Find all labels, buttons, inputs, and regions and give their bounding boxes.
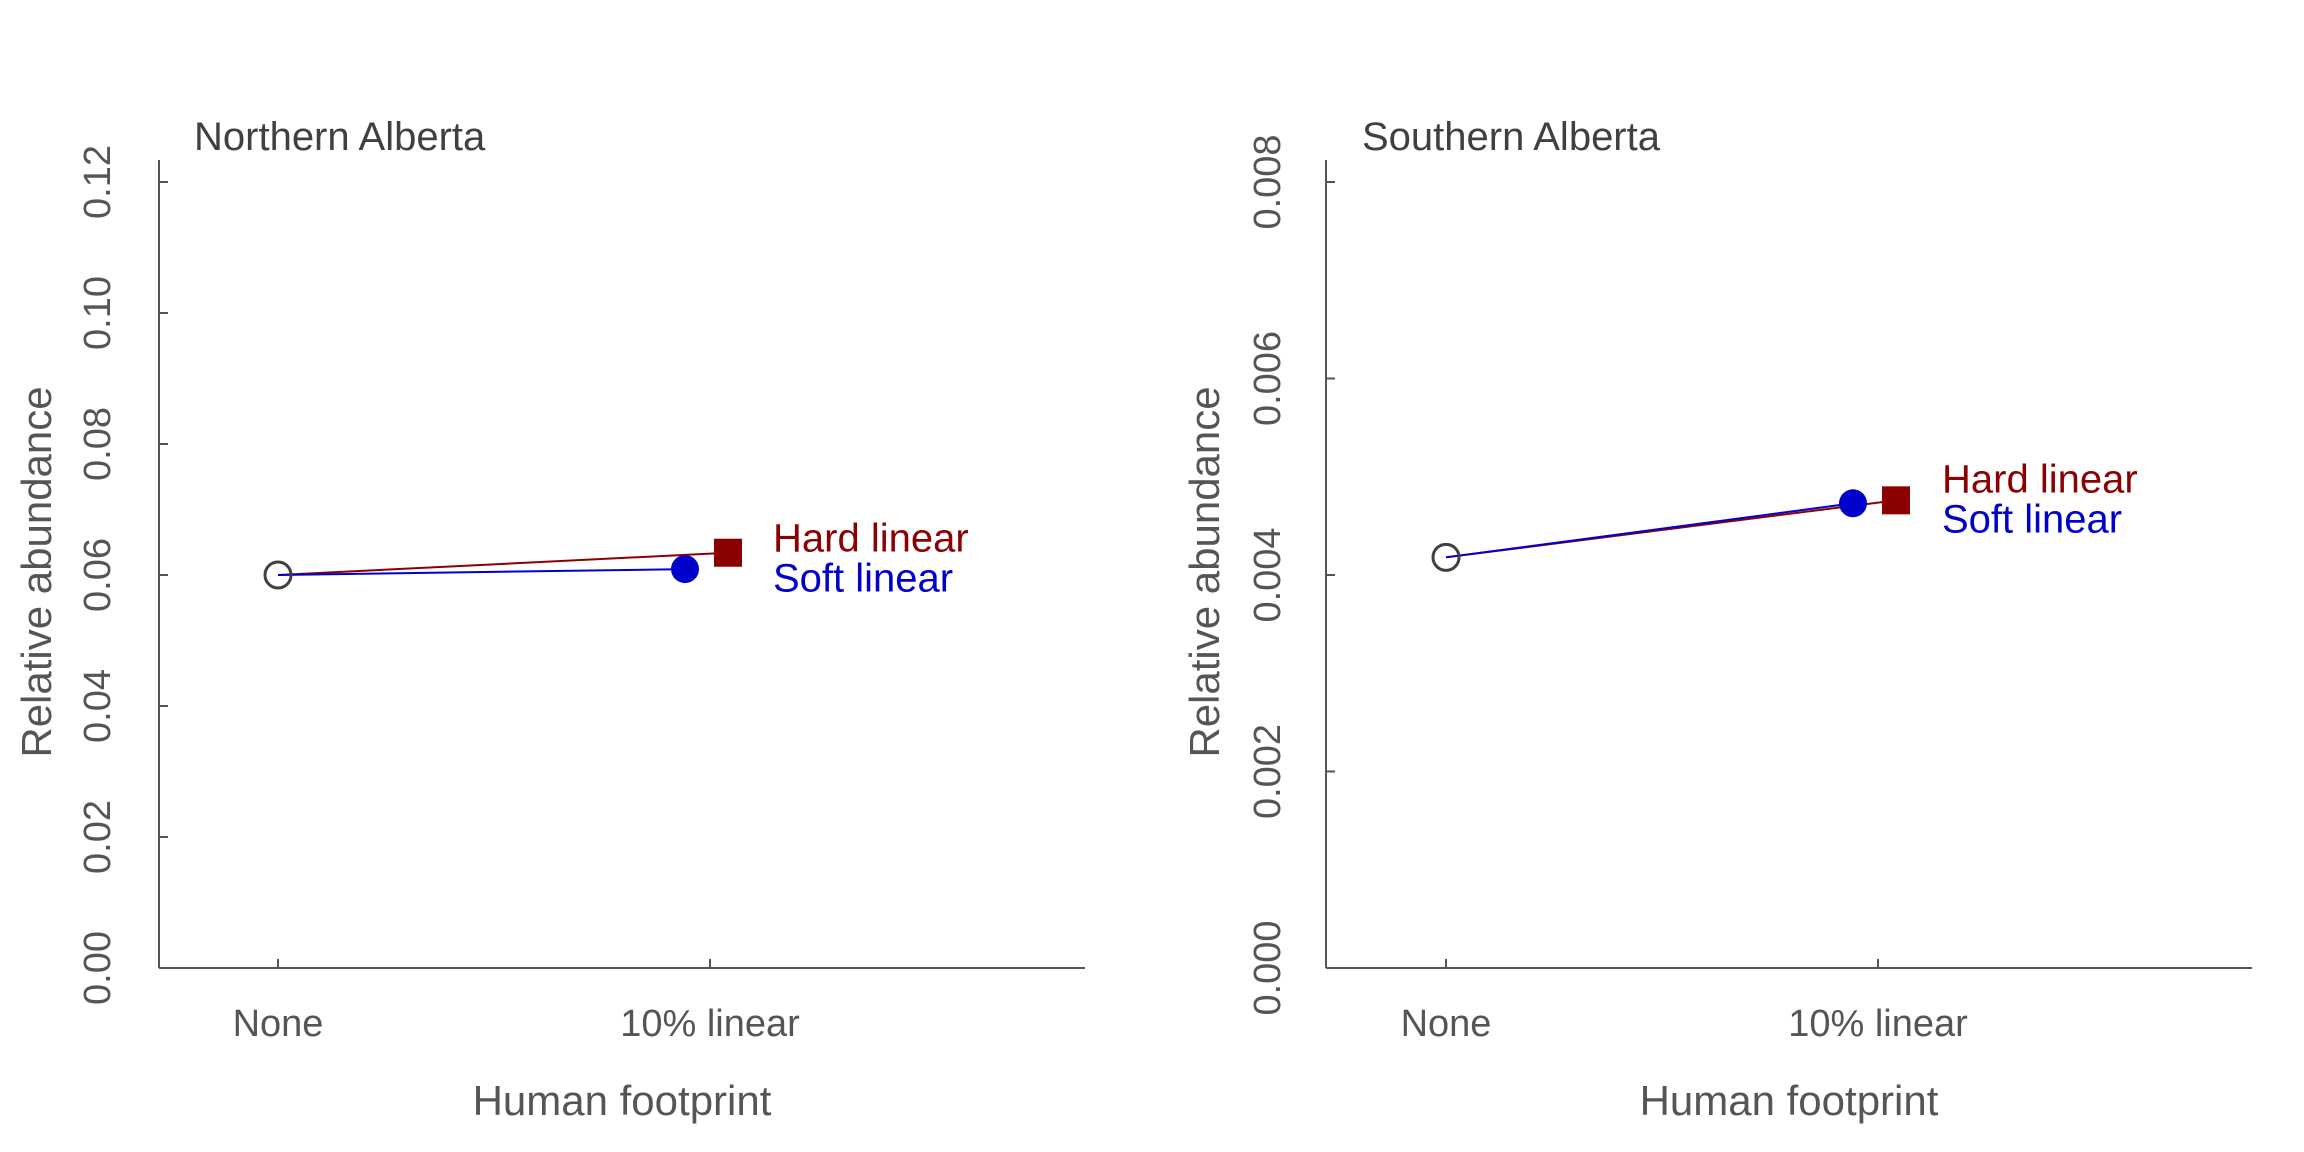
x-tick-label: None: [1401, 1003, 1492, 1045]
y-tick-label: 0.08: [77, 407, 119, 481]
soft-linear-point: [671, 555, 699, 584]
series-line-soft-linear: [1445, 502, 1854, 559]
y-tick-label: 0.000: [1247, 920, 1289, 1015]
chart-title: Southern Alberta: [1362, 115, 1661, 159]
hard-linear-point: [1882, 486, 1910, 515]
series-line-soft-linear: [277, 568, 686, 576]
y-tick-label: 0.004: [1247, 527, 1289, 622]
hard-linear-point: [714, 538, 742, 567]
series-label-soft-linear: Soft linear: [773, 556, 953, 600]
y-tick-label: 0.04: [77, 669, 119, 743]
x-tick-label: 10% linear: [620, 1003, 800, 1045]
x-tick-label: 10% linear: [1788, 1003, 1968, 1045]
y-tick-label: 0.002: [1247, 724, 1289, 819]
baseline-point: [263, 560, 293, 590]
y-tick-label: 0.10: [77, 276, 119, 350]
series-label-soft-linear: Soft linear: [1942, 497, 2122, 541]
y-tick-label: 0.06: [77, 538, 119, 612]
y-tick-label: 0.02: [77, 800, 119, 874]
chart-title: Northern Alberta: [194, 115, 486, 159]
y-axis-label: Relative abundance: [13, 386, 60, 757]
series-label-hard-linear: Hard linear: [773, 516, 969, 560]
series-label-hard-linear: Hard linear: [1942, 457, 2138, 501]
soft-linear-point: [1839, 489, 1867, 518]
x-axis-label: Human footprint: [1640, 1077, 1939, 1124]
series-line-hard-linear: [277, 551, 729, 576]
y-axis-label: Relative abundance: [1181, 386, 1228, 757]
y-tick-label: 0.12: [77, 145, 119, 219]
chart-panel-2: 0.000 0.002 0.004 0.006 0.008 None 10% linear H…: [1181, 115, 2252, 1124]
x-axis-label: Human footprint: [473, 1077, 772, 1124]
baseline-point: [1431, 542, 1461, 572]
y-tick-label: 0.006: [1247, 331, 1289, 426]
y-tick-label: 0.00: [77, 931, 119, 1005]
x-tick-label: None: [233, 1003, 324, 1045]
y-tick-label: 0.008: [1247, 134, 1289, 229]
chart-panel-1: 0.00 0.02 0.04 0.06 0.08 0.10 0.12 None 10% line…: [13, 115, 1085, 1124]
